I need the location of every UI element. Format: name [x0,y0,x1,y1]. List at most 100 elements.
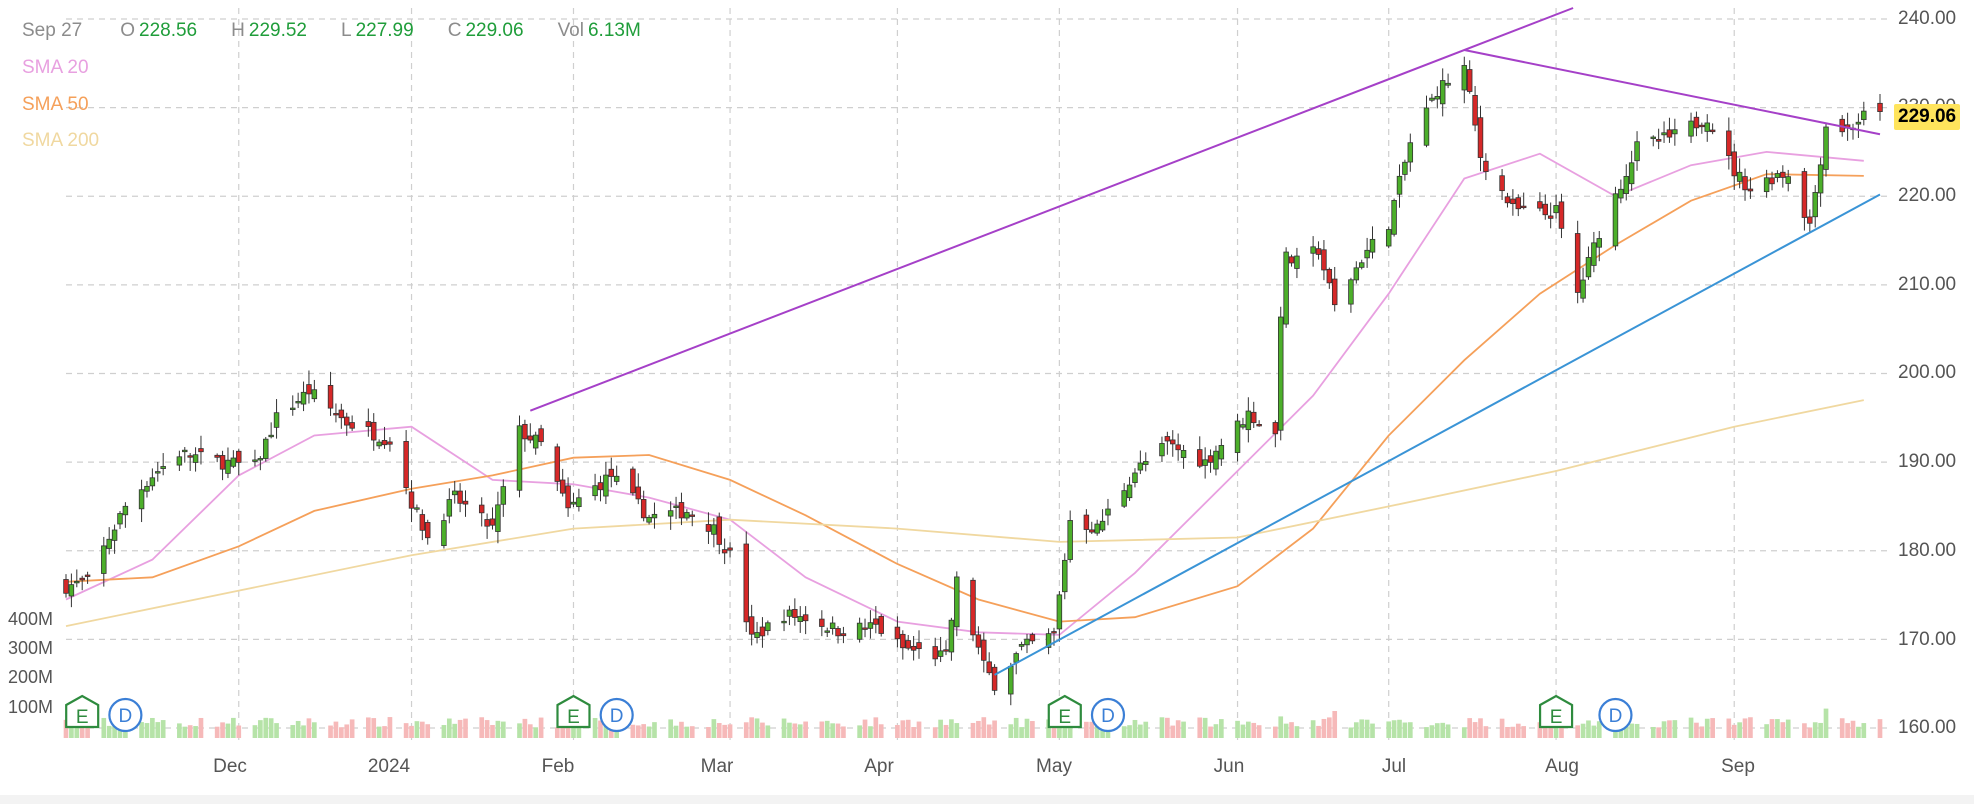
candle-body [1310,246,1316,254]
volume-bar [976,720,981,738]
candle-body [1785,176,1791,184]
candle-body [603,474,609,497]
candle-body [1585,257,1592,278]
candle-body [689,514,695,517]
candle-body [1018,644,1025,647]
volume-bar [365,717,371,738]
volume-bar [1591,725,1597,738]
legend-sma-20[interactable]: SMA 20 [22,57,89,78]
volume-bar [349,719,355,738]
volume-bar [1580,723,1586,738]
candle-body [786,609,793,617]
candle-body [1655,138,1662,142]
volume-bar [1165,717,1170,738]
candle-body [954,576,960,628]
volume-bar [1672,720,1678,738]
candle-body [457,490,463,504]
candle-body [1056,594,1063,630]
volume-bar [792,723,798,738]
candle-body [225,459,231,474]
candle-body [705,524,712,532]
volume-bar [419,721,425,738]
candle-body [943,649,949,652]
candle-body [1817,164,1824,194]
candle-body [1774,173,1781,178]
candle-body [1704,122,1710,132]
volume-bar [258,720,263,738]
y-tick-label: 220.00 [1898,185,1957,206]
candle-body [230,457,237,467]
candle-body [1747,188,1754,192]
candle-body [327,384,334,409]
volume-bar [1273,726,1278,738]
volume-bar [1586,720,1591,738]
candle-body [1823,126,1829,170]
volume-bar [760,722,765,738]
volume-bar [495,720,501,738]
candle-body [1591,242,1597,266]
volume-bar [160,720,166,738]
legend-sma-50[interactable]: SMA 50 [22,94,89,115]
volume-bar [457,719,463,738]
trend-lines[interactable] [529,7,1881,676]
dividend-marker-label: D [1609,706,1623,727]
volume-bar [150,717,155,738]
candle-body [1067,520,1073,560]
volume-bar [1818,722,1823,738]
y-tick-label: 200.00 [1898,362,1957,383]
candle-body [1634,141,1640,162]
volume-bar [1688,717,1694,738]
volume-bar [911,727,916,738]
y-tick-label: 180.00 [1898,540,1957,561]
volume-bar [1850,720,1856,738]
volume-bar [1013,717,1019,738]
candle-body [948,619,955,653]
volume-bar [1769,719,1775,738]
volume-bar [679,721,684,738]
volume-bar [382,726,387,738]
candle-body [489,518,496,526]
candle-body [117,513,123,525]
earnings-marker-shape [556,694,591,729]
earnings-marker-shape [1047,694,1082,729]
volume-bar [231,717,236,738]
volume-bar [1089,721,1095,738]
candle-body [608,468,615,477]
candle-body [1105,508,1111,516]
candle-body [991,666,998,691]
volume-bar [1839,718,1845,738]
candle-body [1742,176,1748,191]
earnings-marker: E [1047,694,1082,729]
candle-body [910,645,917,651]
volume-bar [198,717,204,738]
volume-bar [1316,725,1321,738]
candle-body [981,639,987,661]
volume-bar [1094,720,1100,738]
candle-body [192,454,199,463]
volume-bar [1121,726,1127,738]
candle-body [932,646,938,660]
volume-bar [1537,722,1543,738]
candle-body [1612,193,1619,247]
volume-bar [533,727,539,738]
volume-bar [1737,722,1742,738]
candle-body [635,486,642,500]
candle-body [862,627,868,630]
candle-body [1175,444,1181,451]
volume-bar [182,726,188,738]
volume-bar [1197,717,1203,738]
volume-bar [1326,717,1332,738]
candle-body [527,435,534,441]
volume-bar [1483,726,1489,738]
volume-bar [1499,718,1505,738]
candle-body [1861,110,1867,121]
candle-body [1207,455,1214,463]
candle-body [295,401,301,404]
candle-body [1143,461,1149,465]
legend-sma-200[interactable]: SMA 200 [22,130,100,151]
candle-body [219,455,226,470]
volume-bar [344,724,350,738]
event-markers[interactable]: E E E ED D D D [65,694,1633,733]
volume-bar [306,718,312,738]
